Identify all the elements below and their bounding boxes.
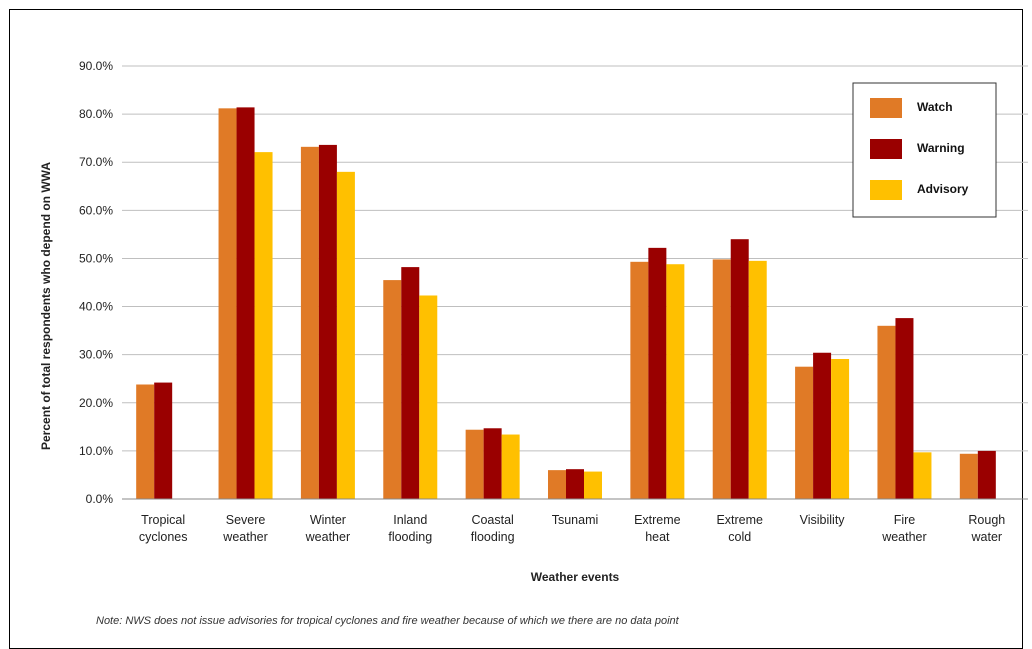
y-tick-label: 10.0% [79,444,113,458]
bar-warning [813,352,832,499]
bar-watch [136,384,155,499]
x-tick-label: Rough water [968,513,1005,544]
y-tick-label: 20.0% [79,396,113,410]
y-tick-label: 70.0% [79,155,113,169]
bar-advisory [501,434,520,499]
bar-advisory [419,295,438,499]
footnote: Note: NWS does not issue advisories for … [96,615,680,627]
x-tick-label: Fire weather [881,513,926,544]
x-tick-label: Winter weather [305,513,350,544]
legend-label-advisory: Advisory [917,182,969,196]
legend-label-watch: Watch [917,100,953,114]
bar-watch [465,429,484,499]
y-tick-label: 60.0% [79,203,113,217]
bars [136,107,996,500]
bar-warning [154,382,173,499]
legend-swatch-watch [870,98,902,118]
x-tick-label: Coastal flooding [471,513,515,544]
bar-warning [566,469,584,499]
y-tick-label: 0.0% [86,492,114,506]
bar-watch [959,453,978,499]
bar-warning [648,247,667,499]
bar-watch [877,325,896,499]
bar-watch [630,261,649,499]
y-tick-label: 80.0% [79,107,113,121]
bar-advisory [254,152,273,499]
bar-chart: 0.0% 10.0% 20.0% 30.0% 40.0% 50.0% 60.0% 70.0% 8… [39,59,1028,627]
y-tick-label: 50.0% [79,251,113,265]
x-tick-label: Tsunami [552,513,599,527]
x-tick-label: Tropical cyclones [139,513,188,544]
x-tick-label: Extreme heat [634,513,681,544]
bar-advisory [913,452,932,499]
bar-watch [383,280,402,499]
bar-advisory [748,260,767,499]
bar-warning [730,239,749,499]
bar-watch [795,366,814,499]
bar-watch [712,259,731,499]
bar-watch [548,470,566,499]
legend-swatch-warning [870,139,902,159]
x-axis-categories: Tropical cyclones Severe weather Winter weath… [139,513,1005,544]
bar-warning [977,450,996,499]
y-tick-label: 30.0% [79,348,113,362]
bar-warning [401,267,420,499]
bar-warning [236,107,255,500]
x-tick-label: Inland flooding [388,513,432,544]
bar-watch [218,108,237,500]
bar-warning [318,144,337,499]
bar-warning [895,318,914,499]
bar-warning [483,428,502,499]
x-tick-label: Extreme cold [716,513,763,544]
bar-advisory [336,171,355,499]
legend-swatch-advisory [870,180,902,200]
legend-label-warning: Warning [917,141,965,155]
y-axis-title: Percent of total respondents who depend … [39,162,53,450]
x-tick-label: Severe weather [222,513,267,544]
x-tick-label: Visibility [800,513,846,527]
bar-advisory [584,471,602,499]
y-axis-ticks: 0.0% 10.0% 20.0% 30.0% 40.0% 50.0% 60.0% 70.0% 8… [79,59,113,506]
bar-advisory [666,264,685,499]
y-tick-label: 40.0% [79,300,113,314]
bar-watch [300,146,319,499]
y-tick-label: 90.0% [79,59,113,73]
bar-advisory [831,358,850,499]
legend: Watch Warning Advisory [852,82,997,218]
x-axis-title: Weather events [531,570,620,584]
